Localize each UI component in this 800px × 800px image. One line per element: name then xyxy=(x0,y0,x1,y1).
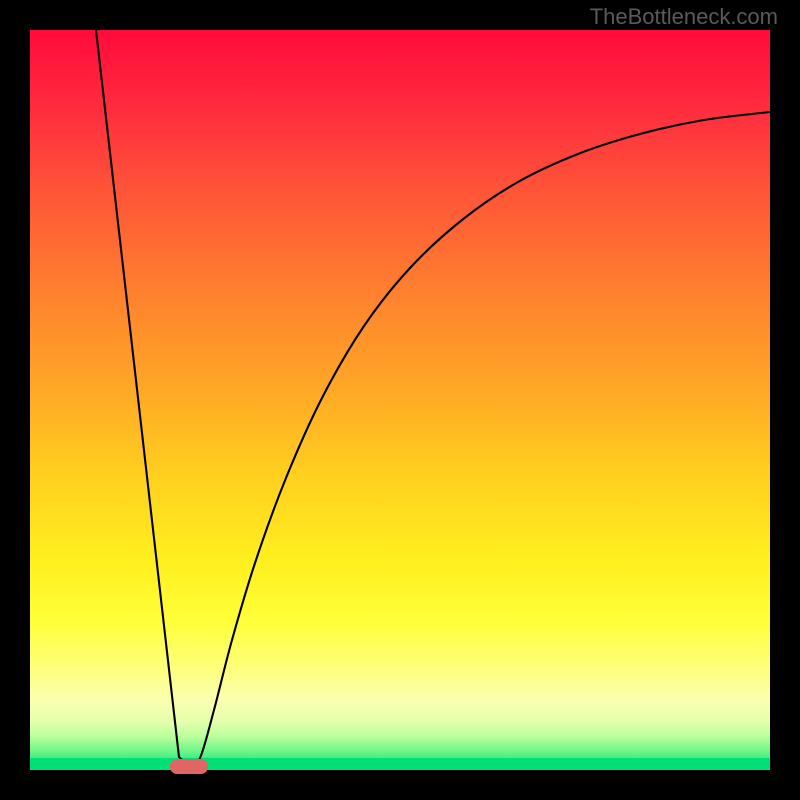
vertex-marker-pill xyxy=(170,759,208,774)
vertex-marker xyxy=(170,759,208,774)
chart-frame xyxy=(30,30,770,770)
curve-layer xyxy=(30,30,770,770)
chart-stage: TheBottleneck.com xyxy=(0,0,800,800)
watermark-text: TheBottleneck.com xyxy=(590,4,778,30)
bottleneck-curve xyxy=(96,30,770,766)
